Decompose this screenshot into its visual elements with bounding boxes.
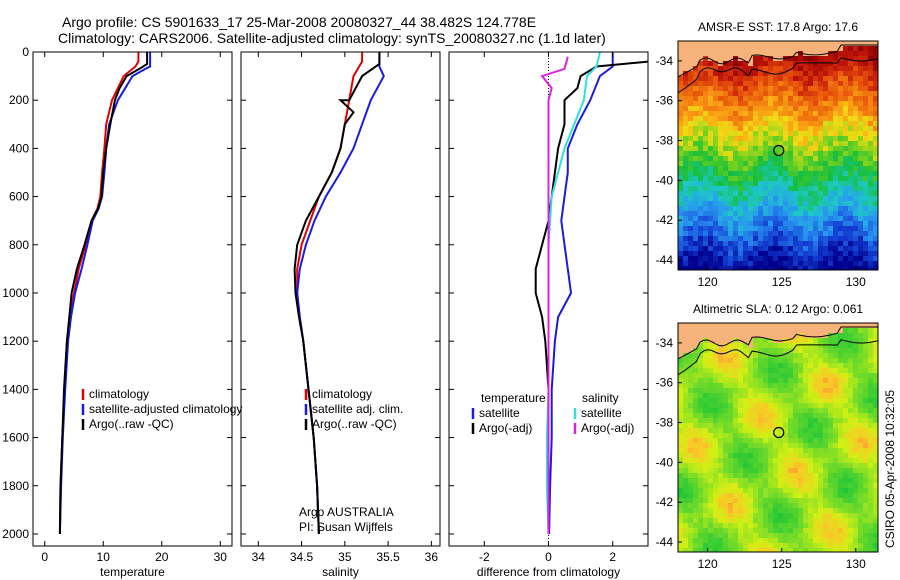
map-y-tick-label: -36	[656, 376, 674, 390]
x-tick-label: 20	[155, 550, 169, 564]
series-line-0	[296, 52, 364, 535]
legend-entry: Argo(..raw -QC)	[312, 417, 397, 431]
x-tick-label: 34.5	[290, 550, 314, 564]
series-line-1	[534, 60, 649, 534]
series-line-0	[548, 52, 614, 535]
map-frame	[677, 40, 879, 271]
x-tick-label: 36	[425, 550, 439, 564]
annotation-text: PI: Susan Wijffels	[299, 520, 393, 534]
legend-entry: satellite	[479, 406, 520, 420]
map-title: Altimetric SLA: 0.12 Argo: 0.061	[693, 302, 863, 316]
map-y-tick-label: -34	[656, 54, 674, 68]
y-tick-label: 2000	[2, 527, 29, 541]
legend-entry: salinity	[582, 391, 619, 405]
annotation-text: Argo AUSTRALIA	[299, 505, 394, 519]
series-line-2	[545, 51, 601, 535]
legend-entry: temperature	[481, 391, 546, 405]
x-axis-label: difference from climatology	[477, 565, 620, 579]
map-y-tick-label: -34	[656, 336, 674, 350]
map-y-tick-label: -44	[656, 253, 674, 267]
legend-entry: Argo(-adj)	[581, 421, 634, 435]
map-x-tick-label: 130	[846, 557, 866, 571]
map-x-tick-label: 125	[772, 275, 792, 289]
map-y-tick-label: -42	[656, 213, 674, 227]
sst-map: AMSR-E SST: 17.8 Argo: 17.6 120 125 130 -34 -…	[656, 20, 879, 289]
x-tick-label: 10	[97, 550, 111, 564]
side-timestamp: CSIRO 05-Apr-2008 10:32:05	[883, 390, 897, 548]
header-line2: Climatology: CARS2006. Satellite-adjuste…	[58, 30, 606, 46]
shelf-contour	[677, 57, 879, 94]
shelf-contour	[677, 339, 879, 376]
y-tick-label: 0	[22, 45, 29, 59]
temperature-panel: 0 10 20 30 0 200 400 600 800 1000 1200 1400 1600 1800…	[2, 45, 242, 579]
salinity-panel: 34 34.5 35 35.5 36 salinity climatologysatelli…	[240, 51, 441, 579]
map-y-tick-label: -38	[656, 416, 674, 430]
y-tick-label: 1400	[2, 382, 29, 396]
legend-entry: satellite-adjusted climatology	[89, 402, 242, 416]
map-title: AMSR-E SST: 17.8 Argo: 17.6	[698, 20, 858, 34]
sla-map: Altimetric SLA: 0.12 Argo: 0.061 120 125 13…	[656, 302, 879, 571]
map-y-tick-label: -40	[656, 455, 674, 469]
y-tick-label: 1600	[2, 431, 29, 445]
series-line-1	[296, 52, 385, 535]
y-tick-label: 1000	[2, 286, 29, 300]
x-tick-label: -2	[479, 550, 490, 564]
map-y-tick-label: -36	[656, 94, 674, 108]
x-tick-label: 2	[609, 550, 616, 564]
map-y-tick-label: -42	[656, 495, 674, 509]
map-y-tick-label: -38	[656, 134, 674, 148]
y-tick-label: 800	[9, 238, 29, 252]
y-tick-label: 1200	[2, 334, 29, 348]
map-x-tick-label: 125	[772, 557, 792, 571]
legend-entry: climatology	[312, 387, 372, 401]
plot-frame	[32, 51, 233, 547]
legend-entry: satellite	[581, 406, 622, 420]
float-position-marker	[773, 426, 785, 439]
float-position-marker	[773, 144, 785, 157]
y-tick-label: 600	[9, 190, 29, 204]
map-x-tick-label: 130	[846, 275, 866, 289]
x-axis-label: temperature	[100, 565, 165, 579]
x-tick-label: 0	[41, 550, 48, 564]
map-y-tick-label: -40	[656, 173, 674, 187]
map-frame	[677, 322, 879, 553]
coastline	[677, 326, 878, 360]
map-raster	[678, 323, 878, 552]
y-tick-label: 200	[9, 93, 29, 107]
x-tick-label: 30	[214, 550, 228, 564]
legend-entry: Argo(-adj)	[479, 421, 532, 435]
map-x-tick-label: 120	[698, 557, 718, 571]
map-y-tick-label: -44	[656, 535, 674, 549]
x-tick-label: 35	[338, 550, 352, 564]
header-line1: Argo profile: CS 5901633_17 25-Mar-2008 …	[62, 14, 536, 30]
y-tick-label: 400	[9, 141, 29, 155]
x-axis-label: salinity	[322, 565, 359, 579]
legend-entry: satellite adj. clim.	[312, 402, 403, 416]
series-line-2	[58, 52, 149, 535]
series-line-3	[540, 56, 569, 534]
x-tick-label: 0	[545, 550, 552, 564]
x-tick-label: 34	[252, 550, 266, 564]
x-tick-label: 35.5	[376, 550, 400, 564]
coastline	[677, 44, 878, 78]
plot-frame	[240, 51, 441, 547]
legend-entry: Argo(..raw -QC)	[89, 417, 174, 431]
map-x-tick-label: 120	[698, 275, 718, 289]
series-line-2	[293, 52, 381, 535]
y-tick-label: 1800	[2, 479, 29, 493]
legend-entry: climatology	[89, 387, 149, 401]
